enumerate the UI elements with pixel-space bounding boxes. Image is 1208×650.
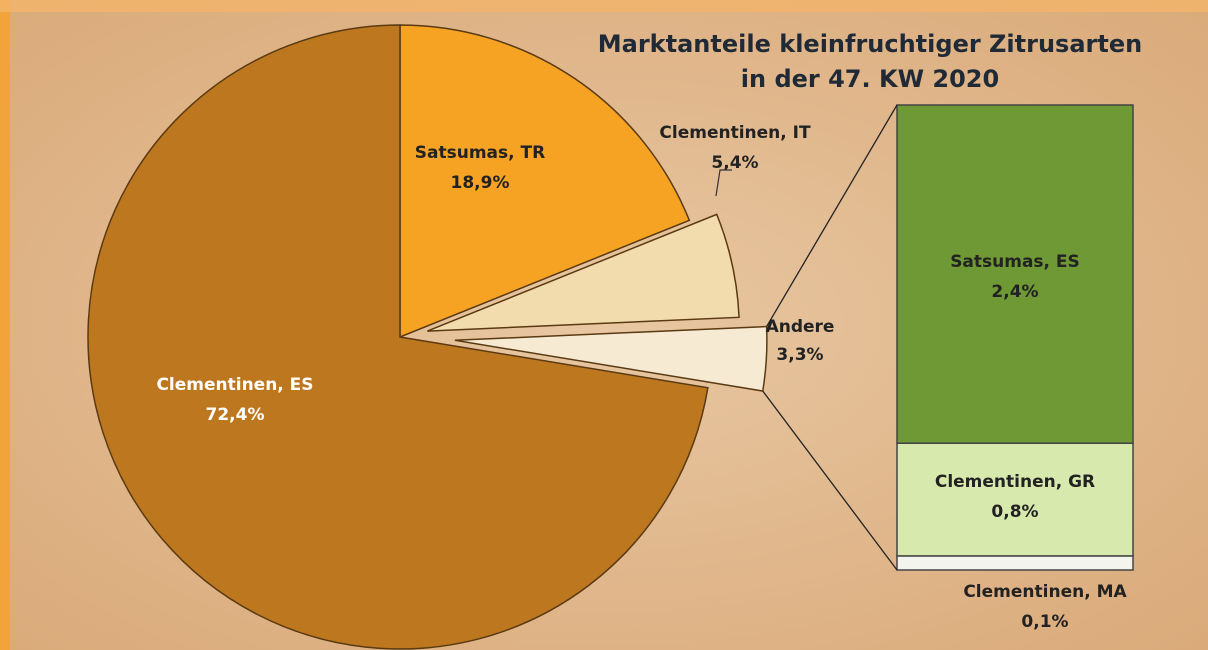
slice-label: Andere [766, 317, 835, 337]
slice-label: Clementinen, ES [156, 375, 313, 395]
bar-segment [896, 555, 1134, 571]
connector-line [766, 104, 898, 327]
bar-label: Satsumas, ES [950, 252, 1080, 272]
pie-slice [454, 325, 768, 392]
slice-value-label: 18,9% [451, 173, 510, 193]
bar-segment [896, 104, 1134, 444]
bar-segment [896, 442, 1134, 557]
pie-slice [87, 24, 709, 650]
slice-value-label: 3,3% [776, 345, 823, 365]
slice-value-label: 72,4% [206, 405, 265, 425]
pie-slice [399, 24, 691, 339]
slice-value-label: 5,4% [711, 153, 758, 173]
bar-value-label: 2,4% [991, 282, 1038, 302]
top-border [0, 0, 1208, 12]
chart-title: in der 47. KW 2020 [741, 65, 999, 93]
connector-line [762, 390, 898, 571]
slice-label: Clementinen, IT [659, 123, 811, 143]
pie-slice [427, 213, 740, 332]
chart-title: Marktanteile kleinfruchtiger Zitrusarten [598, 30, 1142, 58]
left-border [0, 0, 10, 650]
bar-label: Clementinen, GR [935, 472, 1095, 492]
slice-label: Satsumas, TR [415, 143, 545, 163]
bar-label: Clementinen, MA [963, 582, 1127, 602]
leader-line [715, 169, 732, 197]
bar-value-label: 0,8% [991, 502, 1038, 522]
bar-value-label: 0,1% [1021, 612, 1068, 632]
